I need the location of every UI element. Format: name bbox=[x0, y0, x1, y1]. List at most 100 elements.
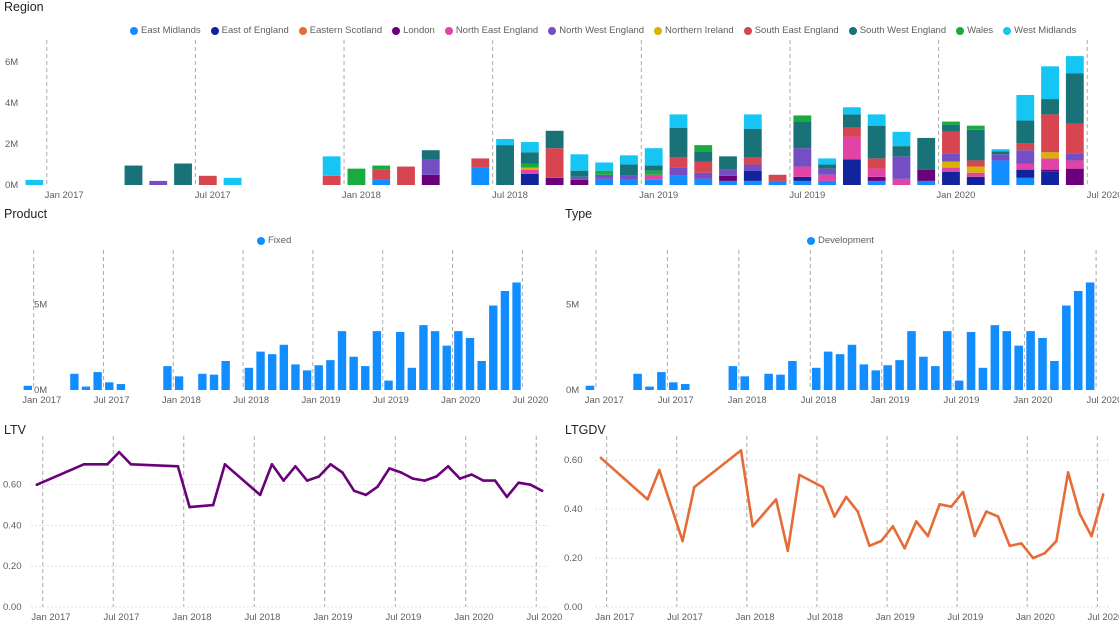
ltgdv-data-point bbox=[657, 468, 661, 472]
region-bar-segment-wales bbox=[347, 168, 366, 185]
region-bar-segment-south-west-england bbox=[496, 145, 514, 185]
legend-marker-icon bbox=[1003, 26, 1012, 35]
region-legend-item-south-west-england[interactable]: South West England bbox=[848, 25, 946, 36]
region-legend-item-eastern-scotland[interactable]: Eastern Scotland bbox=[298, 25, 382, 36]
region-legend-item-northern-ireland[interactable]: Northern Ireland bbox=[654, 25, 734, 36]
type-bar bbox=[931, 366, 940, 390]
region-bar-segment-south-west-england bbox=[545, 130, 564, 149]
region-bar-segment-north-east-england bbox=[644, 174, 663, 180]
region-bar-segment-west-midlands bbox=[570, 154, 589, 171]
region-bar-segment-london bbox=[570, 179, 589, 185]
ltv-x-tick-label: Jul 2018 bbox=[245, 612, 281, 623]
product-bar bbox=[361, 366, 370, 390]
product-bar bbox=[477, 360, 486, 390]
ltv-data-point bbox=[258, 493, 262, 497]
ltv-chart: LTV Jan 2017 Jul 2017 Jan 2018 Jul 2018 Jan … bbox=[0, 423, 562, 626]
ltv-data-point bbox=[294, 465, 297, 468]
region-bar-segment-west-midlands bbox=[867, 114, 886, 126]
region-bar-segment-west-midlands bbox=[991, 149, 1010, 152]
region-bar-segment-west-midlands bbox=[818, 158, 837, 165]
product-bar bbox=[314, 365, 323, 390]
ltv-data-point bbox=[505, 495, 509, 499]
region-x-tick-label: Jan 2018 bbox=[342, 190, 381, 201]
region-bar-segment-west-midlands bbox=[520, 142, 539, 153]
region-bar-segment-east-midlands bbox=[818, 180, 837, 185]
region-bar-segment-east-of-england bbox=[743, 170, 762, 181]
region-legend-item-west-midlands[interactable]: West Midlands bbox=[1003, 25, 1076, 36]
type-bar bbox=[1085, 282, 1095, 390]
ltv-data-point bbox=[458, 477, 462, 480]
type-bar bbox=[895, 360, 904, 390]
region-legend-item-wales[interactable]: Wales bbox=[956, 25, 993, 36]
region-bar-segment-east-midlands bbox=[669, 175, 688, 185]
ltv-x-tick-label: Jan 2018 bbox=[172, 612, 211, 623]
region-legend-item-east-of-england[interactable]: East of England bbox=[210, 25, 289, 36]
ltgdv-data-point bbox=[1043, 551, 1047, 555]
type-bar bbox=[942, 331, 952, 390]
ltgdv-data-point bbox=[985, 510, 988, 513]
ltv-plot: Jan 2017 Jul 2017 Jan 2018 Jul 2018 Jan 2019… bbox=[3, 436, 562, 623]
product-legend-item-fixed[interactable]: Fixed bbox=[257, 235, 291, 246]
region-bar-segment-north-west-england bbox=[1016, 150, 1035, 164]
type-legend-item-development[interactable]: Development bbox=[807, 235, 874, 246]
region-bar-segment-london bbox=[421, 174, 440, 185]
legend-marker-icon bbox=[548, 26, 557, 35]
region-bar-segment-south-east-england bbox=[372, 169, 391, 180]
region-bar-segment-east-of-england bbox=[942, 171, 960, 185]
region-bar-segment-north-west-england bbox=[620, 175, 638, 180]
ltv-data-point bbox=[470, 473, 473, 476]
legend-marker-icon bbox=[210, 26, 219, 35]
region-bar-segment-wales bbox=[595, 170, 614, 175]
ltgdv-data-point bbox=[1066, 471, 1070, 474]
ltgdv-y-tick-label: 0.00 bbox=[564, 602, 583, 613]
type-bar bbox=[645, 386, 654, 390]
region-x-tick-label: Jan 2019 bbox=[639, 190, 678, 201]
region-bar-segment-east-of-england bbox=[520, 173, 539, 185]
region-legend-item-south-east-england[interactable]: South East England bbox=[743, 25, 839, 36]
region-bar-segment-north-west-england bbox=[570, 176, 589, 180]
ltgdv-data-point bbox=[914, 520, 918, 523]
region-bar-segment-south-west-england bbox=[743, 128, 762, 158]
ltgdv-data-point bbox=[1020, 542, 1023, 545]
type-bar bbox=[657, 372, 666, 390]
region-bar-segment-north-west-england bbox=[149, 180, 168, 185]
type-bar bbox=[1062, 305, 1071, 390]
region-bar-segment-wales bbox=[966, 125, 985, 130]
type-bar bbox=[919, 356, 928, 390]
region-legend-item-east-midlands[interactable]: East Midlands bbox=[130, 25, 201, 36]
region-bar-segment-south-east-england bbox=[545, 148, 564, 178]
region-legend-item-north-west-england[interactable]: North West England bbox=[548, 25, 644, 36]
ltv-x-tick-label: Jul 2020 bbox=[527, 612, 563, 623]
ltgdv-data-point bbox=[996, 515, 1000, 518]
legend-label: Wales bbox=[967, 25, 994, 36]
product-bar bbox=[291, 364, 300, 390]
ltv-data-point bbox=[482, 479, 485, 482]
ltv-data-point bbox=[329, 463, 332, 466]
ltgdv-data-point bbox=[692, 485, 696, 489]
region-y-tick-label: 0M bbox=[5, 180, 18, 191]
region-x-tick-label: Jul 2020 bbox=[1087, 190, 1119, 201]
type-bar bbox=[1002, 331, 1012, 390]
ltgdv-data-point bbox=[646, 498, 649, 501]
region-legend-item-north-east-england[interactable]: North East England bbox=[444, 25, 538, 36]
region-bar-segment-east-midlands bbox=[917, 180, 936, 185]
ltgdv-data-point bbox=[798, 473, 801, 477]
region-bar-segment-east-midlands bbox=[620, 179, 638, 185]
product-bar bbox=[105, 382, 114, 390]
region-x-tick-label: Jul 2019 bbox=[789, 190, 825, 201]
region-x-tick-label: Jul 2017 bbox=[195, 190, 231, 201]
ltv-data-point bbox=[188, 505, 191, 509]
legend-label: East Midlands bbox=[141, 25, 201, 36]
product-bar bbox=[174, 376, 184, 390]
ltgdv-y-tick-label: 0.40 bbox=[564, 504, 583, 515]
product-chart-title: Product bbox=[4, 207, 48, 221]
region-bar-segment-east-midlands bbox=[793, 180, 812, 185]
type-x-tick-label: Jan 2019 bbox=[871, 395, 910, 406]
region-bar-segment-north-west-england bbox=[892, 156, 911, 179]
ltv-data-point bbox=[423, 479, 426, 482]
ltgdv-x-tick-label: Jan 2018 bbox=[735, 612, 774, 623]
region-bar-segment-west-midlands bbox=[25, 179, 44, 185]
legend-label: Development bbox=[818, 235, 874, 246]
region-legend-item-london[interactable]: London bbox=[392, 25, 435, 36]
product-bar bbox=[221, 360, 230, 390]
